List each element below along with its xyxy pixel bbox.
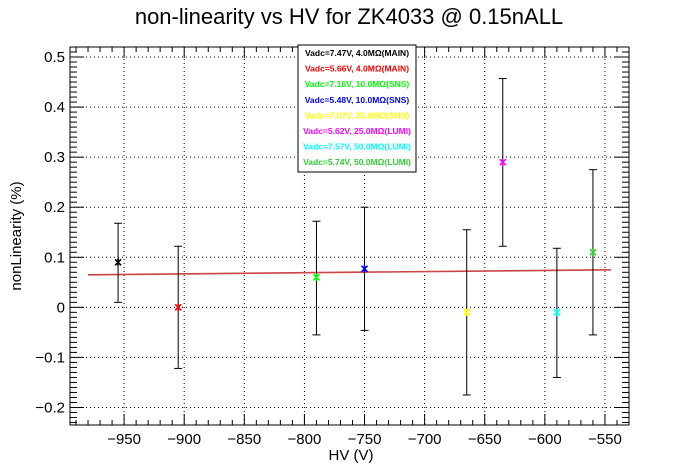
data-point-marker xyxy=(499,158,507,166)
legend-entry: Vadc=7.07V, 25.0MΩ(SNS) xyxy=(305,110,410,120)
data-point-marker xyxy=(174,303,182,311)
y-axis-label: nonLinearity (%) xyxy=(8,181,25,290)
y-tick-label: 0.1 xyxy=(44,249,65,266)
data-point-marker xyxy=(312,273,321,281)
data-point-marker xyxy=(114,258,122,266)
x-tick-label: −850 xyxy=(227,431,261,448)
fit-line xyxy=(88,268,611,276)
x-axis-label: HV (V) xyxy=(329,447,374,464)
fit-layer xyxy=(88,268,611,276)
x-tick-label: −700 xyxy=(408,431,442,448)
legend-entry: Vadc=7.47V, 4.0MΩ(MAIN) xyxy=(305,48,409,58)
legend-entry: Vadc=5.48V, 10.0MΩ(SNS) xyxy=(305,95,410,105)
x-tick-label: −800 xyxy=(288,431,322,448)
x-tick-label: −600 xyxy=(528,431,562,448)
legend-entry: Vadc=5.74V, 50.0MΩ(LUMI) xyxy=(303,157,411,167)
y-tick-label: −0.1 xyxy=(35,349,65,366)
legend-box xyxy=(297,44,417,173)
x-tick-label: −650 xyxy=(468,431,502,448)
y-tick-label: 0 xyxy=(57,299,65,316)
legend-entry: Vadc=7.57V, 50.0MΩ(LUMI) xyxy=(303,142,411,152)
legend-entry: Vadc=5.66V, 4.0MΩ(MAIN) xyxy=(305,64,409,74)
chart-title: non-linearity vs HV for ZK4033 @ 0.15nAL… xyxy=(135,4,563,29)
data-point-marker xyxy=(589,248,597,256)
data-point-marker xyxy=(463,308,471,316)
x-tick-label: −750 xyxy=(348,431,382,448)
legend-entry: Vadc=7.16V, 10.0MΩ(SNS) xyxy=(305,79,410,89)
y-tick-label: 0.4 xyxy=(44,99,65,116)
x-tick-label: −950 xyxy=(107,431,141,448)
data-point-marker xyxy=(360,265,369,273)
points-layer xyxy=(114,78,597,396)
data-point-marker xyxy=(553,308,561,316)
x-tick-label: −900 xyxy=(167,431,201,448)
x-tick-label: −550 xyxy=(588,431,622,448)
y-tick-label: 0.3 xyxy=(44,149,65,166)
y-tick-label: 0.2 xyxy=(44,199,65,216)
legend-entry: Vadc=5.62V, 25.0MΩ(LUMI) xyxy=(303,126,411,136)
legend: Vadc=7.47V, 4.0MΩ(MAIN) Vadc=5.66V, 4.0MΩ… xyxy=(297,44,417,173)
ticks-layer: −950 −900 −850 −800 −750 −700 −650 −600 −550 −0.2… xyxy=(35,46,630,448)
y-tick-label: −0.2 xyxy=(35,399,65,416)
y-tick-label: 0.5 xyxy=(44,49,65,66)
